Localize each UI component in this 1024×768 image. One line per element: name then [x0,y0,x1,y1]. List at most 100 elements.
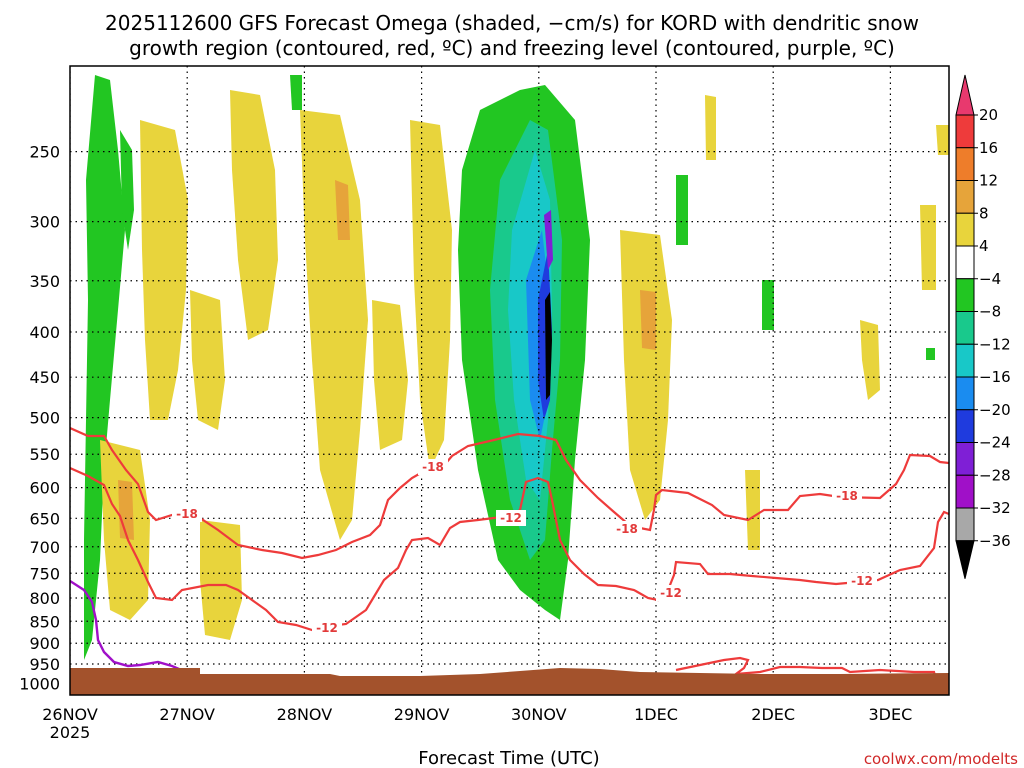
contour-label-bg [496,510,526,526]
plot-border [69,65,950,696]
grid [70,66,949,695]
chart-title-line-2: growth region (contoured, red, ºC) and f… [129,36,895,60]
omega-region-subsidence-10 [705,95,716,160]
omega-region-ascent-black [545,292,552,400]
omega-region-small-ascent-4 [290,75,302,110]
colorbar-swatch [955,376,975,411]
colorbar-label: 20 [979,106,998,124]
colorbar-swatch [955,311,975,345]
y-tick-label: 700 [29,538,60,557]
colorbar-swatch [955,409,975,443]
terrain-surface [70,668,949,695]
omega-region-subsidence-14 [745,470,760,550]
colorbar-label: −8 [979,303,1001,321]
y-tick-label: 350 [29,272,60,291]
colorbar-swatch [955,212,975,247]
chart-title-line-1: 2025112600 GFS Forecast Omega (shaded, −… [105,11,919,35]
plot-area: -18 -18 -18 -18 -12 -12 -12 -12 [70,66,949,695]
y-tick-label: 450 [29,368,60,387]
x-axis-label: Forecast Time (UTC) [418,748,599,768]
colorbar-swatch [955,180,975,214]
contour-label-bg [612,521,642,537]
contour-label-minus-18: -18 [422,460,444,474]
y-tick-label: 900 [29,634,60,653]
colorbar-swatch [955,278,975,312]
contour-label-minus-18: -18 [616,522,638,536]
x-tick-label: 3DEC [869,705,913,724]
colorbar-top-arrow [955,74,975,116]
contour-label-bg [847,573,877,589]
omega-region-subsidence-13 [200,520,242,640]
colorbar-swatch [955,343,975,378]
colorbar-label: 8 [979,204,989,222]
colorbar-label: −12 [979,335,1011,353]
colorbar-label: −24 [979,434,1011,452]
colorbar-label: 4 [979,237,989,255]
omega-region-subsidence-max-2 [640,290,656,350]
colorbar-label: 16 [979,139,998,157]
omega-region-subsidence-3 [300,110,368,540]
omega-region-small-ascent-2 [762,280,774,330]
omega-region-subsidence-1 [140,120,188,420]
x-tick-label: 30NOV [511,705,567,724]
credit-text: coolwx.com/modelts [864,750,1018,768]
omega-region-subsidence-8 [620,230,672,520]
colorbar-label: −32 [979,499,1011,517]
contour-label-minus-12: -12 [500,511,522,525]
y-tick-label: 500 [29,409,60,428]
omega-region-subsidence-4 [372,300,408,450]
omega-region-subsidence-5 [190,290,225,430]
y-tick-label: 650 [29,509,60,528]
contour-labels: -18 -18 -18 -18 -12 -12 -12 -12 [172,459,877,636]
y-tick-label: 950 [29,655,60,674]
colorbar-swatch [955,114,975,149]
y-tick-label: 550 [29,445,60,464]
x-tick-label: 1DEC [634,705,678,724]
colorbar: 20 16 12 8 4 −4 −8 −12 −16 −20 −24 −28 −32 −36 [955,74,1011,579]
colorbar-label: −28 [979,466,1011,484]
omega-region-small-ascent-1 [676,175,688,245]
colorbar-swatch [955,474,975,509]
contour-minus-18 [70,426,949,560]
x-tick-label: 26NOV [42,705,98,724]
y-axis-ticks: 250 300 350 400 450 500 550 600 650 700 750 800 850 9… [19,143,60,694]
contour-minus-12-surface [675,656,938,681]
colorbar-swatch [955,245,975,280]
omega-region-ascent-purple [544,210,553,270]
colorbar-bottom-arrow [955,540,975,579]
y-tick-label: 750 [29,564,60,583]
omega-region-subsidence-max-1 [335,180,350,240]
x-tick-label: 2DEC [751,705,795,724]
omega-shading [84,75,949,660]
colorbar-label: −4 [979,270,1001,288]
omega-region-subsidence-11 [920,205,936,290]
omega-region-subsidence-7 [410,120,452,470]
omega-region-small-ascent-3 [926,348,935,360]
contour-label-bg [418,459,448,475]
y-tick-label: 1000 [19,675,60,694]
y-tick-label: 400 [29,323,60,342]
omega-region-subsidence-12 [936,125,949,155]
x-axis-year: 2025 [50,723,91,742]
x-tick-label: 28NOV [277,705,333,724]
contour-label-bg [656,585,686,601]
omega-region-subsidence-9 [860,320,880,400]
x-axis-ticks: 26NOV 27NOV 28NOV 29NOV 30NOV 1DEC 2DEC 3DEC [42,705,912,724]
colorbar-label: −36 [979,532,1011,550]
contour-label-bg [172,506,202,522]
colorbar-swatch [955,507,975,542]
colorbar-label: 12 [979,172,998,190]
contour-freezing-level [70,579,187,674]
contour-label-minus-18: -18 [176,507,198,521]
contour-label-minus-12: -12 [660,586,682,600]
colorbar-swatch [955,442,975,476]
x-tick-label: 29NOV [394,705,450,724]
contour-label-bg [832,488,862,504]
colorbar-swatch [955,147,975,181]
x-tick-label: 27NOV [159,705,215,724]
y-tick-label: 600 [29,479,60,498]
colorbar-label: −20 [979,401,1011,419]
omega-region-subsidence-2 [230,90,278,340]
y-tick-label: 250 [29,143,60,162]
